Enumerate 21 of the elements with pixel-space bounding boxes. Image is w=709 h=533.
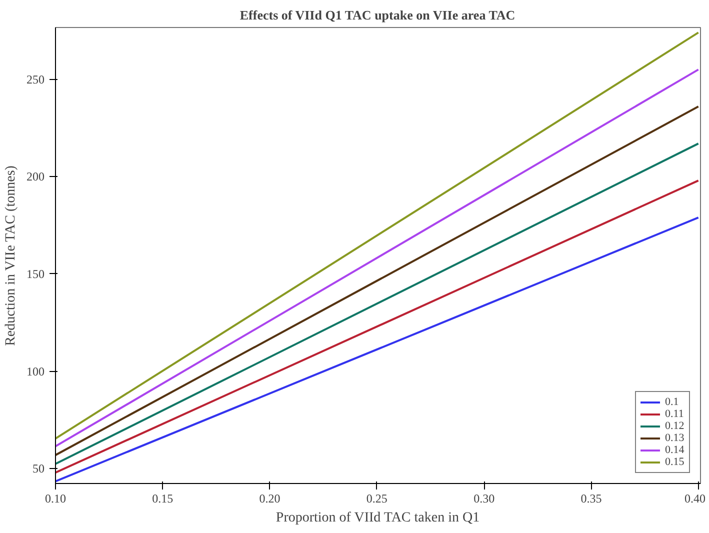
x-tick-label: 0.10 <box>45 492 66 506</box>
y-axis-title: Reduction in VIIe TAC (tonnes) <box>4 165 18 346</box>
legend-label: 0.11 <box>665 408 685 420</box>
legend-label: 0.1 <box>665 396 680 408</box>
x-axis-title: Proportion of VIId TAC taken in Q1 <box>276 510 480 526</box>
legend-label: 0.15 <box>665 456 685 468</box>
legend-label: 0.13 <box>665 432 685 444</box>
x-tick-label: 0.15 <box>152 492 174 506</box>
y-tick-label: 250 <box>26 72 44 86</box>
x-tick-label: 0.35 <box>580 492 602 506</box>
y-tick-label: 150 <box>26 266 44 281</box>
y-tick-label: 50 <box>32 462 44 476</box>
y-tick-label: 100 <box>26 364 44 378</box>
legend-label: 0.14 <box>665 444 685 456</box>
chart-title: Effects of VIId Q1 TAC uptake on VIIe area TAC <box>240 8 516 22</box>
y-tick-label: 200 <box>26 170 44 184</box>
x-tick-label: 0.20 <box>259 492 280 506</box>
x-tick-label: 0.30 <box>474 492 495 506</box>
legend-label: 0.12 <box>665 420 685 432</box>
x-tick-label: 0.40 <box>684 492 706 506</box>
x-tick-label: 0.25 <box>366 492 388 506</box>
